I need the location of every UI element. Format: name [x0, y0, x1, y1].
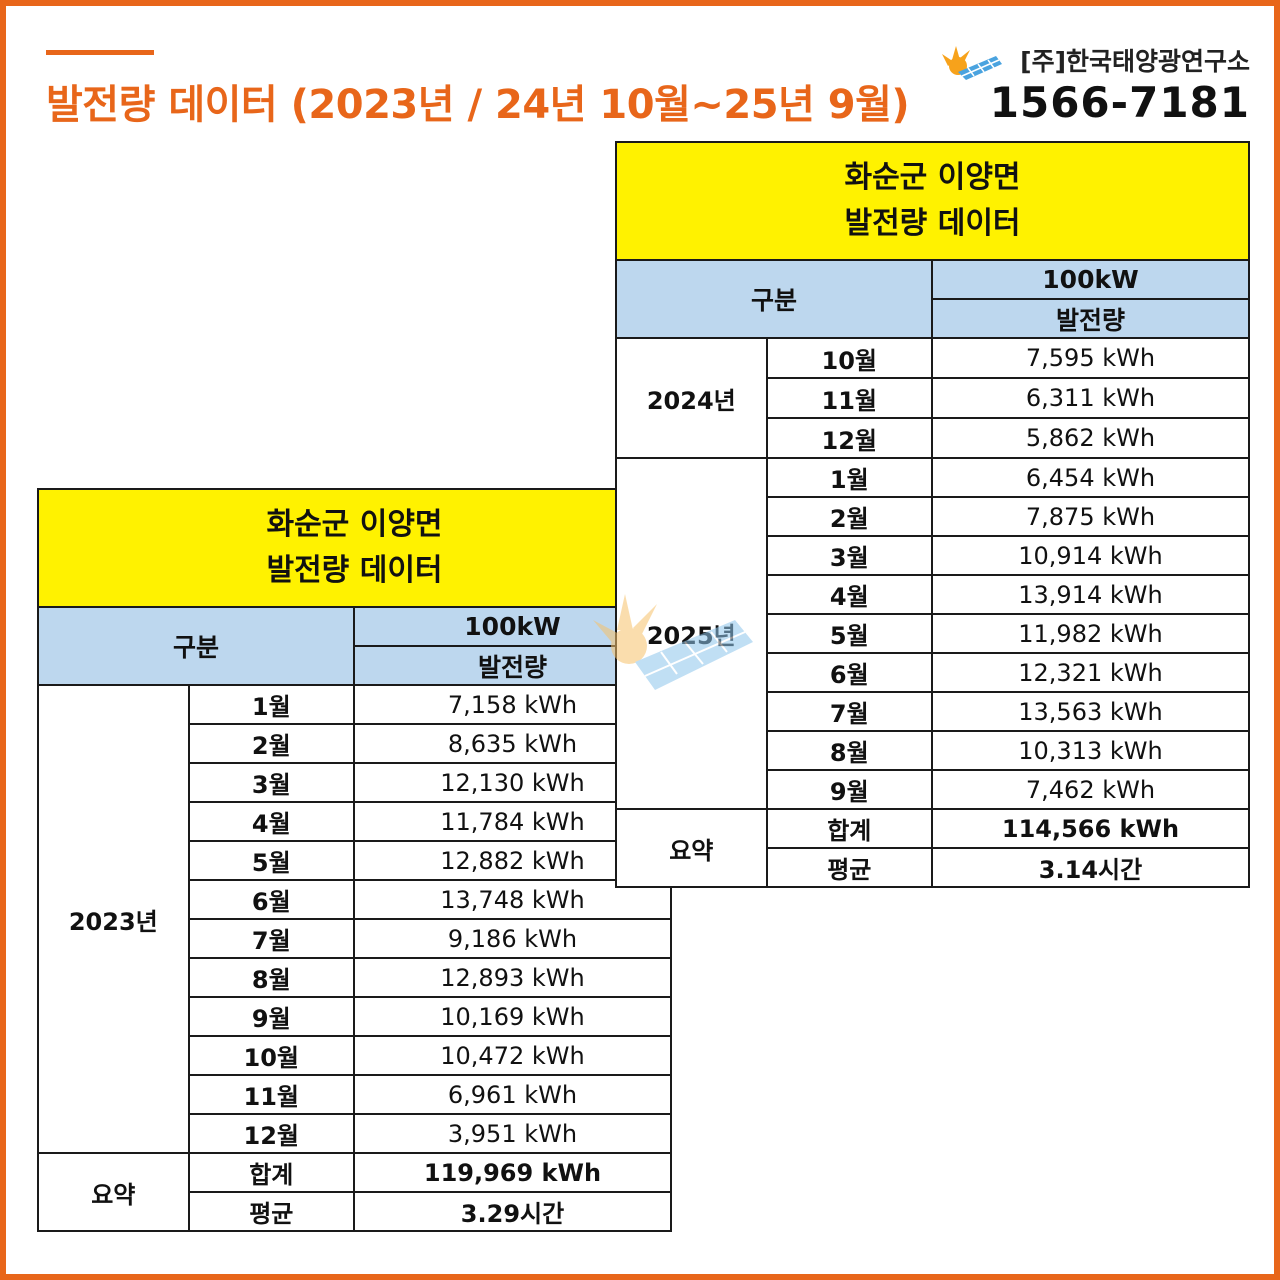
value-cell: 10,472 kWh: [352, 1035, 673, 1076]
value-cell: 11,982 kWh: [930, 613, 1251, 654]
table-title-line2: 발전량 데이터: [266, 553, 443, 588]
header-category: 구분: [37, 606, 355, 686]
brand-block: [주]한국태양광연구소 1566-7181: [930, 40, 1250, 130]
average-label: 평균: [765, 847, 933, 888]
month-cell: 12월: [765, 417, 933, 459]
table-title-line2: 발전량 데이터: [844, 206, 1021, 241]
month-cell: 3월: [187, 762, 355, 803]
value-cell: 7,875 kWh: [930, 496, 1251, 537]
header-generation: 발전량: [352, 645, 673, 686]
total-label: 합계: [187, 1152, 355, 1193]
value-cell: 5,862 kWh: [930, 417, 1251, 459]
value-cell: 9,186 kWh: [352, 918, 673, 959]
value-cell: 12,321 kWh: [930, 652, 1251, 693]
value-cell: 3,951 kWh: [352, 1113, 673, 1154]
month-cell: 4월: [187, 801, 355, 842]
value-cell: 13,563 kWh: [930, 691, 1251, 732]
total-value: 119,969 kWh: [352, 1152, 673, 1193]
month-cell: 1월: [765, 457, 933, 498]
month-cell: 10월: [765, 337, 933, 379]
year-cell: 2024년: [615, 337, 768, 459]
month-cell: 11월: [187, 1074, 355, 1115]
average-label: 평균: [187, 1191, 355, 1232]
month-cell: 5월: [765, 613, 933, 654]
value-cell: 7,462 kWh: [930, 769, 1251, 810]
month-cell: 7월: [765, 691, 933, 732]
month-cell: 8월: [187, 957, 355, 998]
header-capacity: 100kW: [930, 259, 1251, 300]
value-cell: 6,454 kWh: [930, 457, 1251, 498]
average-value: 3.14시간: [930, 847, 1251, 888]
month-cell: 8월: [765, 730, 933, 771]
total-value: 114,566 kWh: [930, 808, 1251, 849]
table-2023: 화순군 이양면 발전량 데이터 구분 100kW 발전량 2023년 1월 7,…: [37, 488, 673, 1232]
summary-label: 요약: [615, 808, 768, 888]
value-cell: 6,311 kWh: [930, 377, 1251, 419]
value-cell: 6,961 kWh: [352, 1074, 673, 1115]
value-cell: 10,914 kWh: [930, 535, 1251, 576]
value-cell: 12,893 kWh: [352, 957, 673, 998]
table-title-line1: 화순군 이양면: [266, 507, 443, 542]
month-cell: 4월: [765, 574, 933, 615]
solar-watermark-icon: [593, 594, 753, 690]
month-cell: 6월: [765, 652, 933, 693]
month-cell: 9월: [765, 769, 933, 810]
month-cell: 11월: [765, 377, 933, 419]
title-accent-bar: [46, 50, 154, 55]
header-category: 구분: [615, 259, 933, 339]
table-2024-2025: 화순군 이양면 발전량 데이터 구분 100kW 발전량 2024년 10월 7…: [615, 141, 1251, 888]
total-label: 합계: [765, 808, 933, 849]
table-title-line1: 화순군 이양면: [844, 160, 1021, 195]
month-cell: 7월: [187, 918, 355, 959]
month-cell: 10월: [187, 1035, 355, 1076]
value-cell: 10,313 kWh: [930, 730, 1251, 771]
header-generation: 발전량: [930, 298, 1251, 339]
year-cell: 2023년: [37, 684, 190, 1154]
average-value: 3.29시간: [352, 1191, 673, 1232]
month-cell: 12월: [187, 1113, 355, 1154]
month-cell: 2월: [187, 723, 355, 764]
month-cell: 2월: [765, 496, 933, 537]
table-title: 화순군 이양면 발전량 데이터: [615, 141, 1250, 261]
value-cell: 13,914 kWh: [930, 574, 1251, 615]
table-title: 화순군 이양면 발전량 데이터: [37, 488, 672, 608]
month-cell: 9월: [187, 996, 355, 1037]
month-cell: 5월: [187, 840, 355, 881]
month-cell: 1월: [187, 684, 355, 725]
company-name: [주]한국태양광연구소: [1020, 47, 1250, 76]
summary-label: 요약: [37, 1152, 190, 1232]
value-cell: 10,169 kWh: [352, 996, 673, 1037]
month-cell: 3월: [765, 535, 933, 576]
phone-number[interactable]: 1566-7181: [989, 78, 1250, 127]
solar-logo-icon: [942, 46, 1002, 80]
month-cell: 6월: [187, 879, 355, 920]
page-title: 발전량 데이터 (2023년 / 24년 10월~25년 9월): [46, 82, 910, 128]
value-cell: 7,595 kWh: [930, 337, 1251, 379]
